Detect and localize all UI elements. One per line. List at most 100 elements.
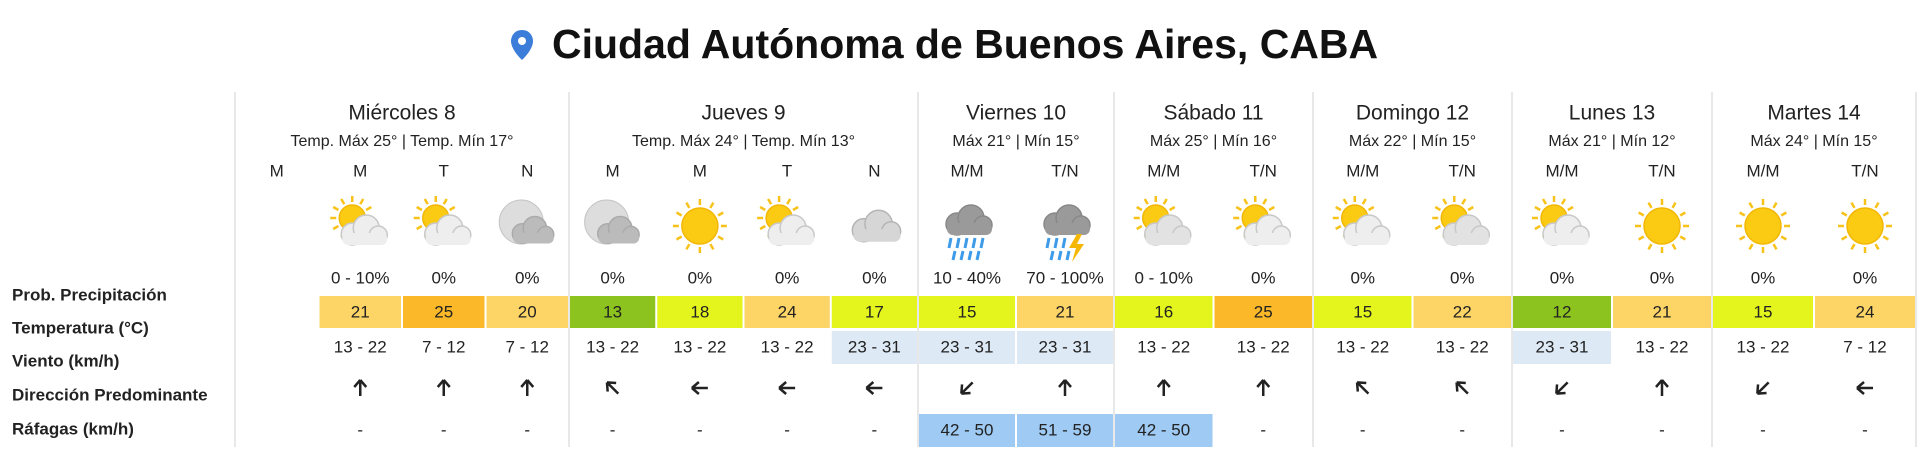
rain-drop xyxy=(1053,237,1059,249)
sun-ray xyxy=(423,198,429,205)
rain-drop xyxy=(1061,237,1067,249)
rain-drop xyxy=(1057,250,1063,261)
temperature: 18 xyxy=(690,302,709,321)
temperature: 16 xyxy=(1154,302,1173,321)
weather-icon xyxy=(1043,204,1091,262)
gusts: - xyxy=(441,420,447,439)
precipitation: 0% xyxy=(1853,268,1878,287)
wind: 23 - 31 xyxy=(1039,337,1092,356)
sun-ray xyxy=(1136,205,1143,212)
period: N xyxy=(868,161,880,180)
sun-disc xyxy=(1846,207,1884,245)
weather-icon xyxy=(851,209,902,243)
wind-arrow xyxy=(1256,379,1271,396)
sun-ray xyxy=(675,235,683,241)
cloud-part xyxy=(947,223,992,235)
row-label: Viento (km/h) xyxy=(12,351,119,370)
sun-disc xyxy=(681,207,719,245)
precipitation: 0% xyxy=(1450,268,1475,287)
weather-icon xyxy=(1233,196,1291,246)
cloud-part xyxy=(1444,233,1490,245)
gusts: 42 - 50 xyxy=(941,420,994,439)
sun-ray xyxy=(792,205,799,212)
wind: 23 - 31 xyxy=(1536,337,1589,356)
period: M/M xyxy=(1346,161,1379,180)
weather-icon xyxy=(330,196,388,246)
wind-arrow xyxy=(960,381,974,395)
day-name: Lunes 13 xyxy=(1569,102,1655,125)
day-name: Miércoles 8 xyxy=(348,102,455,125)
precipitation: 0% xyxy=(775,268,800,287)
period: M/M xyxy=(950,161,983,180)
sun-ray xyxy=(1335,205,1342,212)
wind-arrow xyxy=(1555,381,1569,395)
precipitation: 0% xyxy=(688,268,713,287)
sun-ray xyxy=(340,198,346,205)
wind-arrow xyxy=(436,379,451,396)
day-name: Viernes 10 xyxy=(966,102,1066,125)
arrow-shape xyxy=(865,381,883,395)
temperature: 25 xyxy=(434,302,453,321)
sun-ray xyxy=(1367,205,1375,212)
period: M xyxy=(693,161,707,180)
period: T/N xyxy=(1250,161,1277,180)
precipitation: 0% xyxy=(1751,268,1776,287)
gusts: 42 - 50 xyxy=(1137,420,1190,439)
sun-ray xyxy=(685,243,691,251)
cloud-part xyxy=(1344,233,1390,245)
title: Ciudad Autónoma de Buenos Aires, CABA xyxy=(552,21,1378,67)
wind: 13 - 22 xyxy=(1237,337,1290,356)
sun-ray xyxy=(332,224,340,231)
temperature: 15 xyxy=(1353,302,1372,321)
sun-ray xyxy=(1780,211,1788,217)
cloud-part xyxy=(1544,233,1589,245)
temperature-cell xyxy=(1713,296,1813,328)
weather-icon xyxy=(1635,199,1689,253)
sun-ray xyxy=(1748,201,1754,209)
day-name: Jueves 9 xyxy=(701,102,785,125)
day-summary: Temp. Máx 25° | Temp. Mín 17° xyxy=(291,133,514,150)
gusts: - xyxy=(1459,420,1465,439)
wind-arrow xyxy=(1058,379,1072,396)
arrow-shape xyxy=(778,381,796,395)
temperature: 12 xyxy=(1553,302,1572,321)
arrow-shape xyxy=(436,379,451,396)
temperature-cell xyxy=(919,296,1015,328)
wind: 7 - 12 xyxy=(1843,337,1886,356)
sun-ray xyxy=(416,224,423,231)
precipitation: 70 - 100% xyxy=(1026,268,1104,287)
wind-arrow xyxy=(778,381,796,395)
day-summary: Máx 21° | Mín 15° xyxy=(952,133,1079,150)
temperature-cell xyxy=(831,296,917,328)
wind-arrow xyxy=(605,381,620,395)
sun-ray xyxy=(1882,235,1890,241)
cloud-part xyxy=(598,232,640,244)
sun-ray xyxy=(1268,205,1275,212)
wind-arrow xyxy=(865,381,883,395)
sun-ray xyxy=(1679,235,1687,241)
wind-cell xyxy=(831,331,917,364)
gusts: - xyxy=(610,420,616,439)
sun-ray xyxy=(759,205,766,212)
wind: 7 - 12 xyxy=(506,337,549,356)
weather-icon xyxy=(1133,196,1192,246)
weather-icon xyxy=(1432,196,1490,246)
sun-ray xyxy=(717,235,724,241)
gusts: - xyxy=(1760,420,1766,439)
cloud-part xyxy=(342,233,388,245)
gusts: - xyxy=(1260,420,1266,439)
gusts: 51 - 59 xyxy=(1039,420,1092,439)
sun-ray xyxy=(1335,224,1342,231)
day-summary: Máx 25° | Mín 16° xyxy=(1150,133,1277,150)
wind-arrow xyxy=(1156,379,1171,396)
row-label: Ráfagas (km/h) xyxy=(12,419,134,438)
temperature-cell xyxy=(570,296,656,328)
row-label: Prob. Precipitación xyxy=(12,285,167,304)
rain-drop xyxy=(979,237,985,249)
cloud-part xyxy=(1245,233,1291,245)
gusts: - xyxy=(524,420,530,439)
precipitation: 0% xyxy=(515,268,540,287)
arrow-shape xyxy=(605,381,620,395)
wind: 23 - 31 xyxy=(941,337,994,356)
